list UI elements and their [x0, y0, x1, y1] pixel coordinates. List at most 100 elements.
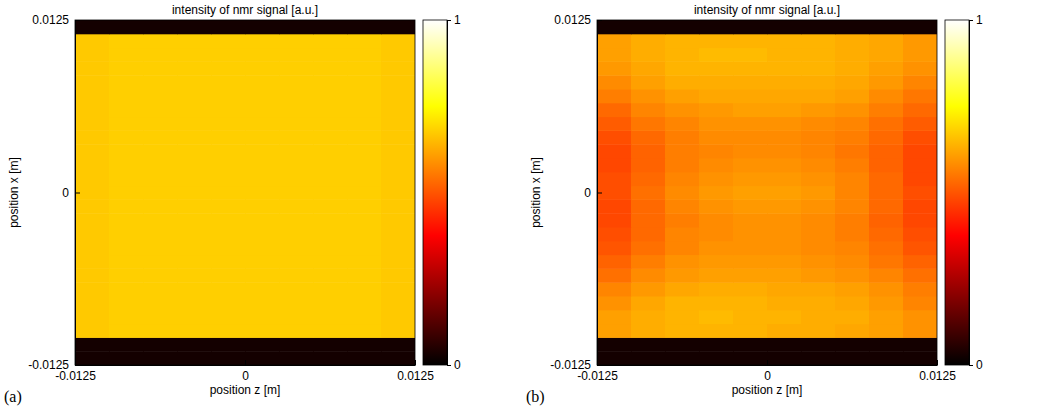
- heatmap-cell: [869, 310, 904, 324]
- heatmap-cell: [869, 117, 904, 131]
- heatmap-cell: [279, 158, 314, 172]
- title: intensity of nmr signal [a.u.]: [172, 3, 318, 17]
- heatmap-cell: [733, 310, 768, 324]
- heatmap-cell: [211, 268, 246, 282]
- heatmap-cell: [245, 103, 280, 117]
- heatmap-cell: [869, 20, 904, 34]
- heatmap-cell: [733, 337, 768, 351]
- heatmap-cell: [347, 186, 382, 200]
- heatmap-cell: [143, 310, 178, 324]
- heatmap-cell: [835, 296, 870, 310]
- heatmap-cell: [733, 213, 768, 227]
- heatmap-cell: [143, 172, 178, 186]
- heatmap-cell: [313, 310, 348, 324]
- heatmap-cell: [767, 89, 802, 103]
- heatmap-cell: [733, 130, 768, 144]
- heatmap-cell: [835, 227, 870, 241]
- heatmap-cell: [347, 351, 382, 365]
- heatmap-cell: [177, 241, 212, 255]
- heatmap-cell: [347, 103, 382, 117]
- heatmap-cell: [143, 186, 178, 200]
- y-tick-mark: [597, 193, 602, 194]
- heatmap-cell: [597, 255, 632, 269]
- heatmap-cell: [177, 158, 212, 172]
- heatmap-cell: [279, 337, 314, 351]
- heatmap-cell: [835, 172, 870, 186]
- heatmap-cell: [75, 158, 110, 172]
- heatmap-cell: [733, 158, 768, 172]
- heatmap-cell: [381, 75, 415, 89]
- heatmap-cell: [835, 268, 870, 282]
- x-tick-label: 0.0125: [919, 369, 956, 383]
- heatmap-cell: [767, 296, 802, 310]
- heatmap-cell: [631, 268, 666, 282]
- heatmap-cell: [903, 241, 937, 255]
- heatmap-cell: [75, 337, 110, 351]
- y-tick-mark: [75, 193, 80, 194]
- heatmap-cell: [381, 34, 415, 48]
- heatmap-cell: [767, 172, 802, 186]
- heatmap-cell: [177, 186, 212, 200]
- heatmap-cell: [313, 130, 348, 144]
- heatmap-cell: [869, 337, 904, 351]
- heatmap-cell: [177, 255, 212, 269]
- heatmap-cell: [313, 186, 348, 200]
- y-tick: -0.0125: [28, 358, 80, 372]
- heatmap-cell: [279, 213, 314, 227]
- heatmap-cell: [699, 241, 734, 255]
- heatmap-cell: [313, 172, 348, 186]
- heatmap-cell: [631, 282, 666, 296]
- heatmap-cell: [801, 213, 836, 227]
- heatmap-cell: [279, 117, 314, 131]
- heatmap-cell: [903, 282, 937, 296]
- heatmap-cell: [597, 61, 632, 75]
- heatmap-cell: [75, 48, 110, 62]
- colorbar-tick-mark: [447, 20, 451, 21]
- heatmap-cell: [177, 103, 212, 117]
- heatmap-cell: [279, 227, 314, 241]
- heatmap-cell: [699, 255, 734, 269]
- heatmap-cell: [733, 34, 768, 48]
- heatmap-cell: [631, 255, 666, 269]
- heatmap-cell: [245, 89, 280, 103]
- heatmap-cell: [211, 213, 246, 227]
- heatmap-cell: [835, 117, 870, 131]
- heatmap-cell: [381, 186, 415, 200]
- heatmap-cell: [835, 48, 870, 62]
- heatmap-cell: [733, 172, 768, 186]
- heatmap-cell: [109, 89, 144, 103]
- heatmap-cell: [631, 158, 666, 172]
- heatmap-cell: [109, 337, 144, 351]
- heatmap-cell: [143, 241, 178, 255]
- heatmap-cell: [75, 20, 110, 34]
- heatmap-cell: [143, 199, 178, 213]
- heatmap-cell: [211, 75, 246, 89]
- heatmap-cell: [699, 75, 734, 89]
- x-axis-line: [598, 365, 938, 366]
- heatmap-cell: [313, 20, 348, 34]
- heatmap-cell: [211, 199, 246, 213]
- heatmap-cell: [211, 103, 246, 117]
- heatmap-cell: [279, 324, 314, 338]
- heatmap-cell: [109, 130, 144, 144]
- heatmap-cell: [767, 34, 802, 48]
- y-axis-title: position x [m]: [7, 157, 21, 228]
- heatmap-cell: [279, 310, 314, 324]
- heatmap-cell: [835, 144, 870, 158]
- heatmap-cell: [733, 61, 768, 75]
- heatmap-cell: [381, 158, 415, 172]
- heatmap-cell: [733, 117, 768, 131]
- heatmap-cell: [903, 268, 937, 282]
- heatmap-cell: [597, 268, 632, 282]
- heatmap-cell: [631, 117, 666, 131]
- heatmap-cell: [767, 75, 802, 89]
- heatmap-cell: [903, 89, 937, 103]
- panel-label: (b): [526, 388, 545, 406]
- heatmap-cell: [279, 282, 314, 296]
- heatmap-cell: [279, 75, 314, 89]
- y-axis: -0.012500.0125: [550, 13, 602, 372]
- heatmap-cell: [903, 227, 937, 241]
- heatmap-cell: [801, 117, 836, 131]
- heatmap-cell: [699, 89, 734, 103]
- heatmap-cell: [665, 158, 700, 172]
